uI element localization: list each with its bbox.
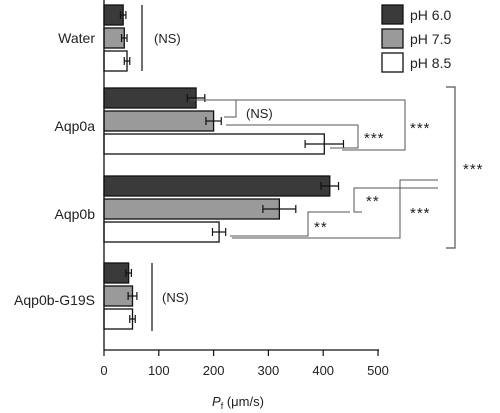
error-bar-aqp0b-ph-7-5 — [262, 205, 297, 213]
error-bar-aqp0b-ph-6-0 — [320, 182, 340, 190]
aqp0a-ns-bracket — [212, 99, 237, 118]
x-tick-label: 500 — [367, 363, 389, 378]
category-label-aqp0a: Aqp0a — [55, 118, 96, 134]
error-bar-aqp0b-g19s-ph-6-0 — [125, 269, 132, 277]
aqp0a-inner-bracket — [226, 124, 359, 149]
bar-aqp0b-ph-7-5 — [103, 198, 281, 220]
x-tick-label: 200 — [203, 363, 225, 378]
x-tick-label: 400 — [312, 363, 334, 378]
category-label-aqp0b-g19s: Aqp0b-G19S — [14, 292, 95, 308]
aqp0b-upper-bracket — [353, 187, 438, 213]
x-axis: 0 100 200 300 400 500 — [100, 0, 389, 378]
error-bar-aqp0a-ph-7-5 — [205, 117, 222, 125]
between-groups-bracket — [446, 86, 456, 249]
aqp0b-outer-bracket — [232, 179, 438, 239]
bar-aqp0a-ph-6-0 — [103, 87, 197, 109]
bar-group — [103, 4, 345, 330]
error-bar-aqp0b-ph-8-5 — [211, 228, 227, 236]
aqp0b-outer-stars: *** — [410, 205, 431, 222]
x-axis-title: Pf (μm/s) — [212, 394, 264, 411]
aqp0b-lower-bracket — [230, 211, 350, 237]
error-bar-aqp0a-ph-8-5 — [304, 140, 345, 148]
bar-aqp0b-g19s-ph-6-0 — [103, 262, 130, 284]
error-bar-water-ph-8-5 — [123, 57, 131, 65]
error-bar-water-ph-6-0 — [119, 11, 127, 19]
bar-aqp0a-ph-7-5 — [103, 110, 215, 132]
error-bar-aqp0b-g19s-ph-8-5 — [129, 315, 136, 323]
x-tick-label: 0 — [100, 363, 107, 378]
bar-aqp0b-ph-6-0 — [103, 175, 331, 197]
g19s-ns-label: (NS) — [162, 290, 189, 305]
legend-swatch-ph-6-0 — [381, 4, 404, 25]
category-label-water: Water — [58, 30, 95, 46]
bar-aqp0b-ph-8-5 — [103, 221, 220, 243]
aqp0b-upper-stars: ** — [366, 193, 380, 210]
water-ns-label: (NS) — [154, 31, 181, 46]
error-bar-aqp0a-ph-6-0 — [186, 94, 206, 102]
x-tick-label: 300 — [258, 363, 280, 378]
aqp0a-inner-stars: *** — [364, 130, 385, 147]
bar-aqp0a-ph-8-5 — [103, 133, 325, 155]
aqp0a-ns-label: (NS) — [246, 106, 273, 121]
bar-water-ph-8-5 — [103, 50, 128, 72]
between-groups-stars: *** — [463, 161, 484, 178]
error-bar-aqp0b-g19s-ph-7-5 — [127, 292, 138, 300]
error-bar-water-ph-7-5 — [120, 34, 128, 42]
bar-aqp0b-g19s-ph-8-5 — [103, 308, 134, 330]
aqp0a-outer-stars: *** — [410, 120, 431, 137]
aqp0b-lower-stars: ** — [314, 219, 328, 236]
legend: pH 6.0 pH 7.5 pH 8.5 — [381, 4, 451, 73]
legend-label-ph-7-5: pH 7.5 — [410, 31, 451, 47]
x-tick-label: 100 — [148, 363, 170, 378]
aqp0a-outer-bracket — [190, 99, 406, 151]
legend-label-ph-8-5: pH 8.5 — [410, 55, 451, 71]
legend-swatch-ph-7-5 — [381, 28, 404, 49]
category-label-aqp0b: Aqp0b — [55, 206, 96, 222]
legend-swatch-ph-8-5 — [381, 52, 404, 73]
legend-label-ph-6-0: pH 6.0 — [410, 7, 451, 23]
